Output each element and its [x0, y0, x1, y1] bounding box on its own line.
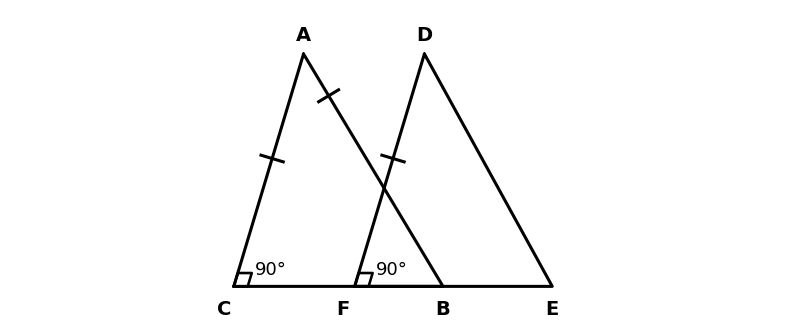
Text: B: B: [436, 300, 450, 319]
Text: C: C: [218, 300, 232, 319]
Text: 90°: 90°: [254, 261, 286, 279]
Text: D: D: [416, 25, 433, 45]
Text: A: A: [296, 25, 311, 45]
Text: 90°: 90°: [375, 261, 407, 279]
Text: F: F: [337, 300, 350, 319]
Text: E: E: [546, 300, 559, 319]
